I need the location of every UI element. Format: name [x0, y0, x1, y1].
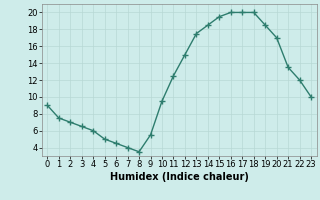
X-axis label: Humidex (Indice chaleur): Humidex (Indice chaleur)	[110, 172, 249, 182]
